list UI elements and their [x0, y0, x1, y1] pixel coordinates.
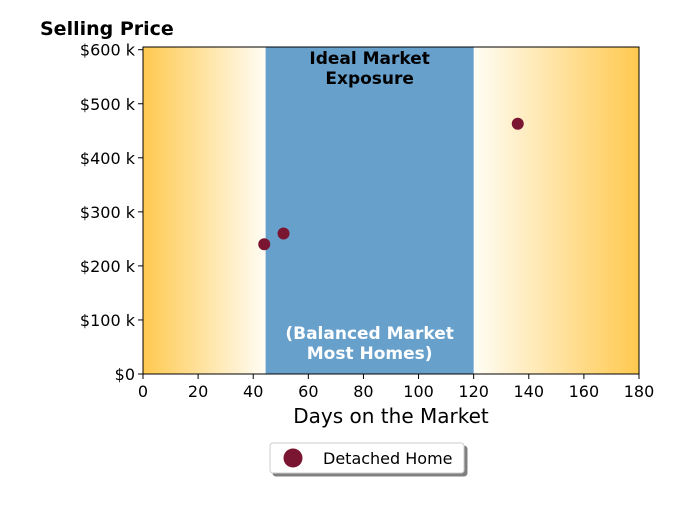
data-points: [258, 117, 524, 251]
x-tick-label: 160: [569, 382, 600, 401]
x-tick-label: 40: [243, 382, 263, 401]
band-top-label: Ideal Market Exposure: [309, 49, 430, 89]
data-point: [511, 117, 524, 130]
y-axis-title: Selling Price: [40, 18, 174, 40]
x-tick-label: 100: [403, 382, 434, 401]
data-point: [258, 238, 271, 251]
legend-label-detached-home: Detached Home: [323, 449, 453, 468]
x-axis-title: Days on the Market: [293, 404, 489, 428]
x-axis: 0 20 40 60 80 100 120 140 160 180: [138, 374, 654, 401]
y-tick-label: $300 k: [80, 203, 136, 222]
gradient-right: [473, 47, 639, 374]
gradient-left: [143, 47, 266, 374]
plot-background: [143, 47, 639, 374]
ideal-exposure-band: Ideal Market Exposure (Balanced Market Most…: [265, 47, 474, 374]
band-bottom-label-line: Most Homes): [307, 344, 433, 364]
y-tick-label: $400 k: [80, 149, 136, 168]
x-tick-label: 120: [458, 382, 489, 401]
band-top-label-line: Ideal Market: [309, 49, 430, 69]
y-axis: $0 $100 k $200 k $300 k $400 k $500 k $600 k: [80, 41, 143, 384]
x-tick-label: 140: [514, 382, 545, 401]
y-tick-label: $100 k: [80, 311, 136, 330]
band-bottom-label: (Balanced Market Most Homes): [285, 324, 454, 364]
x-tick-label: 0: [138, 382, 148, 401]
x-tick-label: 20: [188, 382, 208, 401]
legend-marker: [283, 448, 303, 468]
band-top-label-line: Exposure: [325, 69, 414, 89]
y-tick-label: $200 k: [80, 257, 136, 276]
x-tick-label: 180: [624, 382, 655, 401]
x-tick-label: 60: [298, 382, 318, 401]
legend: Detached Home: [269, 442, 465, 474]
plot-frame: [142, 46, 640, 375]
data-point: [277, 227, 290, 240]
y-tick-label: $600 k: [80, 41, 136, 60]
band-rect: [265, 47, 474, 374]
x-tick-label: 80: [353, 382, 373, 401]
band-bottom-label-line: (Balanced Market: [285, 324, 454, 344]
y-tick-label: $0: [115, 365, 135, 384]
legend-box: [269, 442, 465, 474]
y-tick-label: $500 k: [80, 95, 136, 114]
